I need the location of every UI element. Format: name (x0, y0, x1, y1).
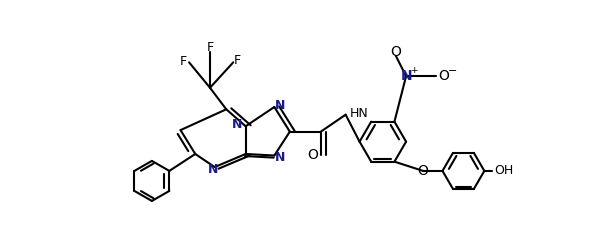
Text: F: F (206, 41, 214, 54)
Text: OH: OH (494, 164, 513, 177)
Text: F: F (233, 54, 240, 67)
Text: N: N (400, 69, 412, 83)
Text: −: − (447, 66, 457, 76)
Text: O: O (439, 69, 449, 83)
Text: +: + (410, 66, 417, 75)
Text: HN: HN (349, 108, 368, 120)
Text: N: N (275, 151, 286, 164)
Text: N: N (208, 163, 218, 176)
Text: O: O (308, 148, 318, 162)
Text: N: N (232, 118, 243, 131)
Text: F: F (180, 55, 187, 68)
Text: O: O (390, 45, 402, 59)
Text: O: O (418, 164, 428, 178)
Text: N: N (275, 98, 286, 112)
